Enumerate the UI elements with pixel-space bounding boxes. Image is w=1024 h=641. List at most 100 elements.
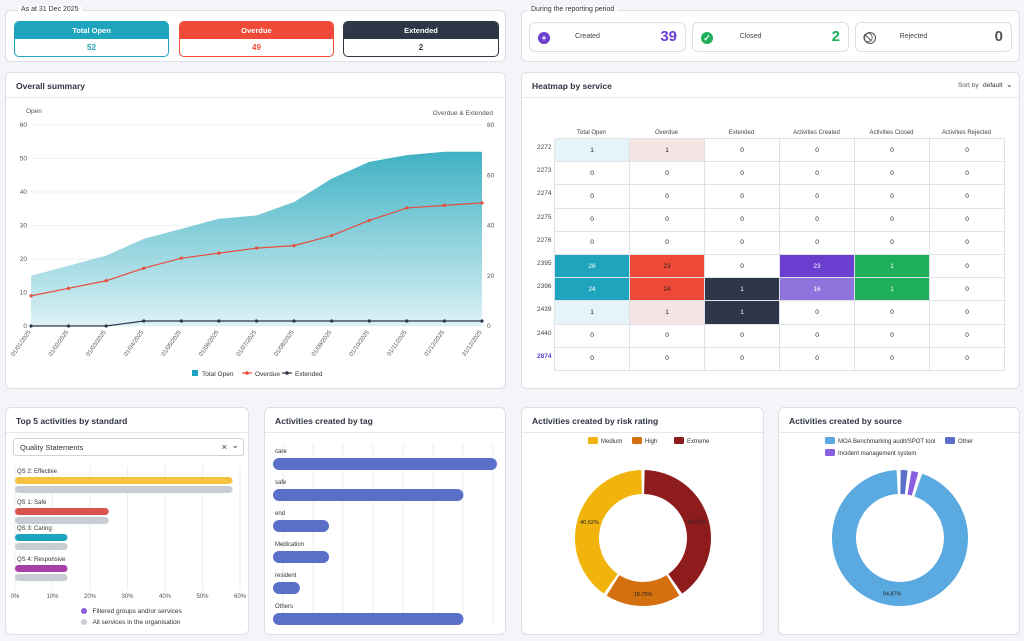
- heatmap-cell[interactable]: 0: [704, 346, 780, 371]
- heatmap-cell[interactable]: 0: [929, 161, 1005, 186]
- heatmap-cell[interactable]: 0: [779, 161, 855, 186]
- bar-filtered: [15, 565, 68, 572]
- legend-marker: [285, 371, 289, 375]
- heatmap-cell[interactable]: 1: [704, 277, 780, 302]
- heatmap-cell[interactable]: 0: [854, 323, 930, 348]
- heatmap-cell[interactable]: 0: [929, 230, 1005, 255]
- x-tick-label: 01/10/2025: [349, 329, 372, 358]
- category-label: QS 1: Safe: [17, 500, 47, 506]
- source-chart: MOA Benchmarking audit/SPOT tool Other Inc…: [825, 437, 973, 606]
- divider: [265, 432, 505, 433]
- heatmap-cell[interactable]: 0: [779, 137, 855, 163]
- heatmap-cell[interactable]: 0: [779, 323, 855, 348]
- x-tick-label: 01/12/2025: [424, 329, 447, 358]
- legend-label: Total Open: [202, 371, 234, 378]
- heatmap-cell[interactable]: 0: [554, 207, 630, 232]
- heatmap-cell[interactable]: 0: [779, 207, 855, 232]
- heatmap-cell[interactable]: 1: [704, 300, 780, 325]
- heatmap-cell[interactable]: 0: [929, 184, 1005, 209]
- data-point: [217, 251, 221, 255]
- category-label: QS 4: Responsive: [17, 557, 66, 563]
- heatmap-cell[interactable]: 0: [779, 346, 855, 371]
- heatmap-cell[interactable]: 1: [854, 253, 930, 279]
- heatmap-cell[interactable]: 0: [554, 184, 630, 209]
- heatmap-cell[interactable]: 0: [629, 161, 705, 186]
- kpi-overdue[interactable]: Overdue 49: [179, 21, 334, 57]
- stat-value: 2: [831, 28, 840, 45]
- heatmap-cell[interactable]: 0: [554, 323, 630, 348]
- data-point: [480, 201, 484, 205]
- heatmap-cell[interactable]: 0: [704, 184, 780, 209]
- heatmap-cell[interactable]: 0: [629, 323, 705, 348]
- legend-label: Overdue: [255, 371, 280, 378]
- slice-moa-benchmarking-audit-spot-tool: [832, 470, 968, 606]
- heatmap-cell[interactable]: 0: [629, 184, 705, 209]
- heatmap-cell[interactable]: 1: [554, 300, 630, 325]
- x-tick-label: 31/12/2025: [461, 329, 484, 358]
- heatmap-cell[interactable]: 0: [854, 346, 930, 371]
- heatmap-cell[interactable]: 0: [854, 184, 930, 209]
- data-label: 18.75%: [634, 592, 653, 598]
- heatmap-cell[interactable]: 1: [629, 300, 705, 325]
- heatmap-cell[interactable]: 0: [629, 230, 705, 255]
- chevron-down-icon[interactable]: ⌄: [231, 440, 239, 450]
- category-label: QS 2: Effective: [17, 469, 58, 475]
- heatmap-cell[interactable]: 0: [929, 253, 1005, 279]
- heatmap-cell[interactable]: 0: [854, 230, 930, 255]
- heatmap-cell[interactable]: 0: [704, 323, 780, 348]
- close-icon[interactable]: ×: [221, 442, 227, 452]
- heatmap-cell[interactable]: 0: [929, 207, 1005, 232]
- kpi-extended[interactable]: Extended 2: [343, 21, 499, 57]
- data-point: [480, 319, 484, 323]
- heatmap-cell[interactable]: 0: [554, 346, 630, 371]
- heatmap-cell[interactable]: 0: [704, 207, 780, 232]
- legend-dot: [81, 607, 87, 614]
- chevron-down-icon[interactable]: ⌄: [1006, 80, 1013, 89]
- heatmap-cell[interactable]: 24: [629, 277, 705, 302]
- heatmap-cell[interactable]: 24: [554, 277, 630, 302]
- heatmap-cell[interactable]: 0: [929, 323, 1005, 348]
- heatmap-cell[interactable]: 16: [779, 277, 855, 302]
- tag-bar: [273, 613, 464, 625]
- kpi-total-open[interactable]: Total Open 52: [14, 21, 169, 57]
- stat-created[interactable]: + Created 39: [529, 22, 686, 52]
- stat-closed[interactable]: ✓ Closed 2: [692, 22, 849, 52]
- heatmap-cell[interactable]: 0: [854, 207, 930, 232]
- heatmap-cell[interactable]: 0: [929, 300, 1005, 325]
- risk-chart: Medium High Extreme 40.62% 40.63% 18.75%: [575, 437, 711, 606]
- heatmap-cell[interactable]: 0: [704, 253, 780, 279]
- heatmap-cell[interactable]: 0: [854, 161, 930, 186]
- heatmap-cell[interactable]: 0: [704, 161, 780, 186]
- heatmap-row-label[interactable]: 2874: [537, 352, 552, 360]
- heatmap-cell[interactable]: 0: [929, 277, 1005, 302]
- heatmap-cell[interactable]: 0: [704, 230, 780, 255]
- tag-bar: [273, 520, 329, 532]
- heatmap-cell[interactable]: 23: [779, 253, 855, 279]
- heatmap-cell[interactable]: 0: [629, 346, 705, 371]
- heatmap-cell[interactable]: 0: [554, 161, 630, 186]
- heatmap-cell[interactable]: 0: [854, 137, 930, 163]
- heatmap-cell[interactable]: 0: [929, 346, 1005, 371]
- kpi-value: 49: [252, 43, 261, 52]
- heatmap-cell[interactable]: 0: [779, 300, 855, 325]
- standard-select[interactable]: Quality Statements × ⌄: [13, 438, 244, 456]
- divider: [6, 97, 505, 98]
- x-tick-label: 01/11/2025: [387, 329, 409, 357]
- sort-select[interactable]: default: [983, 82, 1003, 89]
- heatmap-cell[interactable]: 23: [629, 253, 705, 279]
- stat-rejected[interactable]: ⃠ Rejected 0: [855, 22, 1012, 52]
- heatmap-cell[interactable]: 0: [779, 184, 855, 209]
- heatmap-cell[interactable]: 0: [779, 230, 855, 255]
- heatmap-cell[interactable]: 0: [929, 137, 1005, 163]
- heatmap-cell[interactable]: 0: [629, 207, 705, 232]
- kpi-label: Overdue: [180, 22, 333, 39]
- heatmap-cell[interactable]: 0: [554, 230, 630, 255]
- tag-bar: [273, 551, 329, 563]
- heatmap-cell[interactable]: 26: [554, 253, 630, 279]
- heatmap-cell[interactable]: 0: [704, 137, 780, 163]
- heatmap-cell[interactable]: 1: [554, 137, 630, 163]
- heatmap-cell[interactable]: 1: [629, 137, 705, 163]
- heatmap-cell[interactable]: 0: [854, 300, 930, 325]
- heatmap-cell[interactable]: 1: [854, 277, 930, 302]
